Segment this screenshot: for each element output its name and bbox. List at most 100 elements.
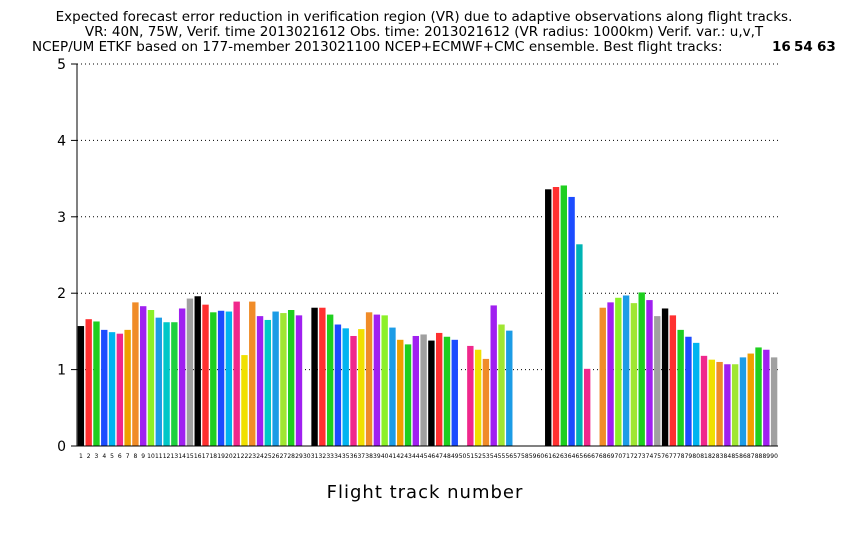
bar-track-5 [108,332,116,446]
x-tick-label-37: 37 [357,453,365,460]
x-tick-label-28: 28 [287,453,295,460]
x-tick-label-9: 9 [141,453,145,460]
x-tick-label-85: 85 [731,453,739,460]
bar-track-74 [646,300,653,446]
x-tick-label-74: 74 [646,453,654,460]
x-tick-label-26: 26 [272,453,280,460]
x-tick-label-84: 84 [724,453,732,460]
bar-track-21 [233,301,240,446]
x-tick-label-52: 52 [474,453,482,460]
x-tick-label-15: 15 [186,453,194,460]
x-tick-label-41: 41 [389,453,397,460]
best-track-3: 63 [817,39,836,55]
x-tick-label-6: 6 [118,453,122,460]
x-tick-label-49: 49 [451,453,459,460]
x-tick-label-55: 55 [498,453,506,460]
bar-track-85 [731,364,739,446]
x-tick-label-43: 43 [404,453,412,460]
x-tick-label-8: 8 [134,453,138,460]
bar-track-33 [326,314,334,446]
x-tick-label-77: 77 [669,453,677,460]
x-tick-label-67: 67 [591,453,599,460]
bar-track-17 [202,304,209,446]
bar-track-68 [599,307,606,446]
bar-track-12 [163,322,170,446]
bar-track-20 [225,311,233,446]
y-tick-labels: 0 1 2 3 4 5 [57,57,66,455]
x-tick-label-14: 14 [178,453,186,460]
x-tick-label-13: 13 [171,453,179,460]
bar-track-19 [217,310,225,446]
x-tick-label-53: 53 [482,453,490,460]
x-tick-label-66: 66 [583,453,591,460]
bar-track-48 [443,336,451,446]
bar-track-73 [638,292,645,446]
x-tick-label-23: 23 [248,453,256,460]
x-tick-label-81: 81 [700,453,708,460]
bar-track-39 [373,314,381,446]
bar-track-64 [568,196,575,446]
bar-track-4 [101,329,108,446]
bar-track-2 [85,319,92,446]
x-tick-label-82: 82 [708,453,716,460]
x-tick-label-32: 32 [319,453,327,460]
x-tick-label-19: 19 [217,453,225,460]
bar-track-71 [622,295,630,446]
x-tick-label-39: 39 [373,453,381,460]
bar-track-51 [467,345,474,446]
x-tick-label-51: 51 [467,453,475,460]
x-tick-label-64: 64 [568,453,576,460]
bar-track-56 [506,330,513,446]
x-tick-label-72: 72 [630,453,638,460]
x-tick-label-18: 18 [209,453,217,460]
bar-track-84 [724,364,731,446]
bar-track-69 [607,302,614,446]
gridlines [77,63,778,371]
bar-track-13 [171,322,178,446]
x-tick-label-17: 17 [202,453,210,460]
x-tick-label-25: 25 [264,453,272,460]
x-tick-label-27: 27 [280,453,288,460]
x-tick-label-4: 4 [102,453,106,460]
x-tick-label-45: 45 [420,453,428,460]
x-axis-label: Flight track number [327,482,524,503]
x-tick-label-5: 5 [110,453,114,460]
bar-track-75 [654,316,661,446]
bar-track-35 [342,328,349,446]
x-tick-label-56: 56 [505,453,513,460]
bar-track-42 [397,339,404,446]
x-tick-label-40: 40 [381,453,389,460]
bar-track-43 [404,344,412,446]
x-tick-label-59: 59 [529,453,537,460]
x-tick-label-16: 16 [194,453,202,460]
x-tick-label-58: 58 [521,453,529,460]
x-tick-label-30: 30 [303,453,311,460]
bar-track-76 [661,308,669,446]
bar-track-37 [358,329,365,446]
bar-track-1 [77,326,85,446]
bar-track-3 [93,321,100,446]
bar-track-7 [124,329,131,446]
bar-track-52 [474,349,482,446]
bar-track-82 [708,359,715,446]
x-tick-label-20: 20 [225,453,233,460]
bar-track-29 [295,315,303,446]
x-tick-label-50: 50 [459,453,467,460]
bar-track-65 [576,244,583,446]
y-tick-label-3: 3 [57,210,66,226]
title-line-3: NCEP/UM ETKF based on 177-member 2013021… [32,39,723,55]
bar-track-15 [186,298,194,446]
x-tick-label-78: 78 [677,453,685,460]
x-tick-label-1: 1 [79,453,83,460]
x-tick-label-61: 61 [544,453,552,460]
x-tick-label-48: 48 [443,453,451,460]
best-track-1: 16 [772,39,791,55]
x-tick-label-80: 80 [692,453,700,460]
x-tick-label-36: 36 [350,453,358,460]
bar-track-36 [350,335,357,446]
title-line-1: Expected forecast error reduction in ver… [56,9,793,25]
bar-track-72 [630,303,638,446]
x-tick-label-89: 89 [762,453,770,460]
bar-track-24 [256,316,264,446]
x-tick-label-31: 31 [311,453,319,460]
